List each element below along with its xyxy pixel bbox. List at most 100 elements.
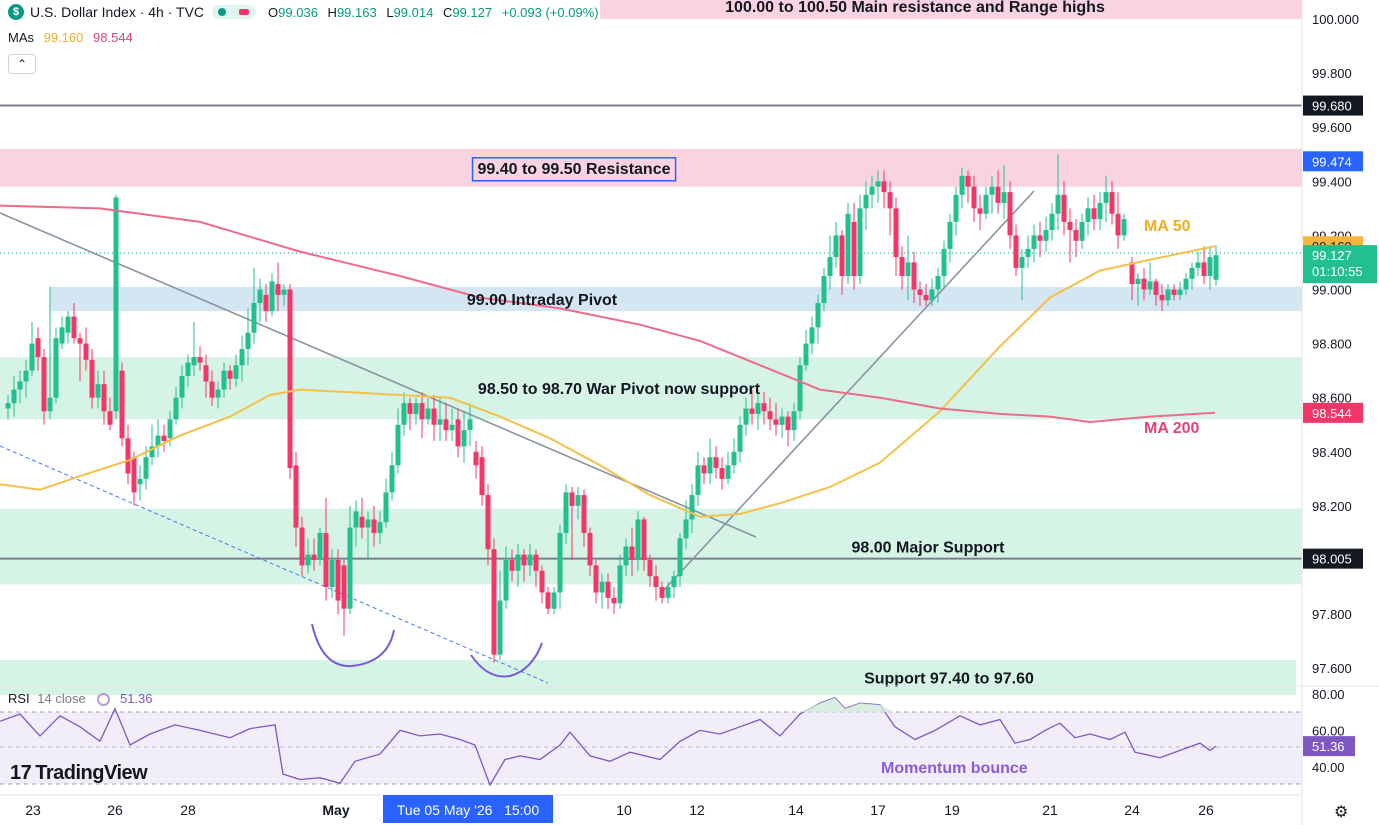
ma50-line[interactable] — [0, 245, 1216, 518]
candle-down[interactable] — [1073, 229, 1079, 241]
candle-down[interactable] — [965, 175, 971, 187]
candle-up[interactable] — [941, 248, 947, 276]
candle-up[interactable] — [743, 408, 749, 425]
candle-down[interactable] — [101, 384, 107, 412]
candle-down[interactable] — [1007, 192, 1013, 236]
candle-down[interactable] — [647, 560, 653, 577]
candle-up[interactable] — [671, 576, 677, 588]
candle-up[interactable] — [1031, 235, 1037, 249]
candle-up[interactable] — [221, 370, 227, 390]
candle-up[interactable] — [551, 592, 557, 609]
candle-up[interactable] — [827, 257, 833, 276]
candle-up[interactable] — [1121, 219, 1127, 236]
candle-up[interactable] — [347, 527, 353, 609]
candle-up[interactable] — [731, 451, 737, 466]
candle-down[interactable] — [125, 438, 131, 474]
candle-up[interactable] — [401, 403, 407, 425]
candle-down[interactable] — [455, 419, 461, 447]
candle-up[interactable] — [305, 554, 311, 566]
candle-down[interactable] — [995, 186, 1001, 203]
candle-down[interactable] — [605, 581, 611, 598]
candle-up[interactable] — [395, 424, 401, 466]
candle-up[interactable] — [95, 384, 101, 398]
candle-down[interactable] — [713, 457, 719, 469]
candle-up[interactable] — [47, 397, 53, 412]
candle-up[interactable] — [269, 281, 275, 312]
candle-up[interactable] — [383, 492, 389, 523]
candle-up[interactable] — [173, 397, 179, 420]
candle-up[interactable] — [365, 519, 371, 528]
candle-down[interactable] — [545, 592, 551, 609]
candle-down[interactable] — [71, 316, 77, 339]
candle-down[interactable] — [287, 289, 293, 469]
candle-up[interactable] — [527, 554, 533, 566]
candle-up[interactable] — [257, 289, 263, 304]
candle-up[interactable] — [1135, 278, 1141, 285]
candle-down[interactable] — [971, 186, 977, 209]
candle-up[interactable] — [1213, 255, 1219, 280]
candle-up[interactable] — [11, 389, 17, 404]
dashed-channel-line[interactable] — [0, 445, 549, 684]
candle-up[interactable] — [755, 403, 761, 414]
candle-up[interactable] — [437, 419, 443, 425]
candle-up[interactable] — [389, 465, 395, 493]
candle-down[interactable] — [407, 403, 413, 414]
candle-down[interactable] — [881, 181, 887, 193]
candle-down[interactable] — [371, 519, 377, 533]
candle-up[interactable] — [821, 275, 827, 304]
candle-up[interactable] — [329, 560, 335, 588]
candle-up[interactable] — [497, 600, 503, 655]
candle-down[interactable] — [293, 465, 299, 528]
candle-down[interactable] — [473, 451, 479, 466]
candle-up[interactable] — [929, 289, 935, 301]
candle-down[interactable] — [539, 570, 545, 593]
candle-up[interactable] — [1043, 229, 1049, 241]
candle-down[interactable] — [1201, 262, 1207, 276]
candle-up[interactable] — [23, 370, 29, 382]
candle-up[interactable] — [1085, 208, 1091, 222]
rsi-axis[interactable]: 80.00 60.00 40.00 — [1312, 687, 1345, 775]
candle-up[interactable] — [179, 376, 185, 398]
candle-up[interactable] — [1097, 202, 1103, 220]
candle-up[interactable] — [617, 565, 623, 604]
candle-up[interactable] — [665, 587, 671, 598]
candle-up[interactable] — [191, 357, 197, 366]
candle-down[interactable] — [521, 554, 527, 566]
candle-up[interactable] — [143, 457, 149, 479]
candle-down[interactable] — [923, 294, 929, 301]
candle-down[interactable] — [323, 532, 329, 588]
candle-down[interactable] — [887, 192, 893, 209]
candle-up[interactable] — [155, 435, 161, 447]
candle-down[interactable] — [299, 527, 305, 566]
candle-down[interactable] — [203, 365, 209, 382]
candle-up[interactable] — [707, 457, 713, 474]
candle-down[interactable] — [443, 419, 449, 431]
candle-up[interactable] — [803, 343, 809, 366]
candle-down[interactable] — [659, 587, 665, 598]
candle-down[interactable] — [701, 465, 707, 474]
candle-down[interactable] — [641, 519, 647, 560]
candle-down[interactable] — [1037, 235, 1043, 241]
candle-up[interactable] — [815, 303, 821, 328]
candle-up[interactable] — [377, 522, 383, 533]
candle-down[interactable] — [335, 560, 341, 601]
candle-down[interactable] — [893, 208, 899, 258]
candle-up[interactable] — [17, 381, 23, 390]
candle-down[interactable] — [1013, 235, 1019, 268]
candle-up[interactable] — [53, 338, 59, 398]
candle-up[interactable] — [1147, 281, 1153, 290]
sync-icon[interactable] — [97, 693, 111, 706]
candle-up[interactable] — [1189, 267, 1195, 279]
candle-down[interactable] — [917, 289, 923, 295]
candle-up[interactable] — [677, 538, 683, 577]
candle-down[interactable] — [839, 235, 845, 276]
candle-up[interactable] — [59, 327, 65, 344]
candle-down[interactable] — [569, 492, 575, 506]
rsi-legend[interactable]: RSI 14 close 51.36 — [8, 691, 153, 706]
candle-up[interactable] — [149, 446, 155, 458]
candle-down[interactable] — [1091, 208, 1097, 220]
candle-up[interactable] — [599, 581, 605, 593]
candle-down[interactable] — [767, 411, 773, 420]
candle-up[interactable] — [863, 194, 869, 209]
